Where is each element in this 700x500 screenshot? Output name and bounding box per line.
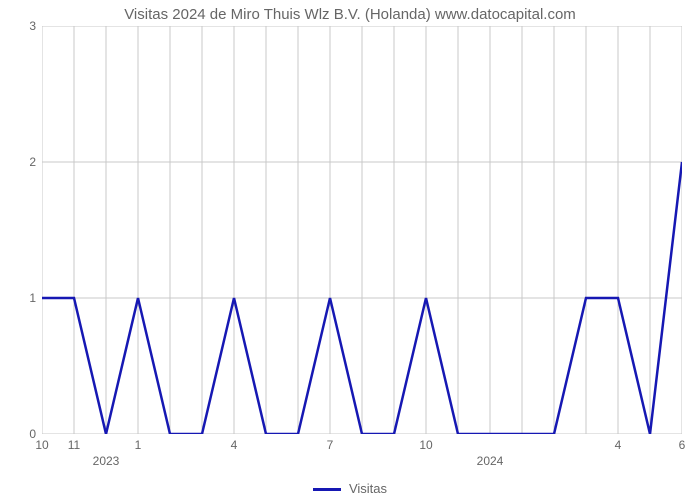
x-tick-label: 7 bbox=[327, 438, 334, 452]
x-tick-label: 1 bbox=[135, 438, 142, 452]
y-tick-label: 3 bbox=[6, 19, 36, 33]
x-tick-label: 4 bbox=[231, 438, 238, 452]
x-tick-label: 6 bbox=[679, 438, 686, 452]
y-tick-label: 0 bbox=[6, 427, 36, 441]
x-tick-label: 10 bbox=[419, 438, 432, 452]
chart-container: Visitas 2024 de Miro Thuis Wlz B.V. (Hol… bbox=[0, 0, 700, 500]
x-tick-label: 4 bbox=[615, 438, 622, 452]
x-tick-label: 10 bbox=[35, 438, 48, 452]
legend-swatch bbox=[313, 488, 341, 491]
y-tick-label: 1 bbox=[6, 291, 36, 305]
plot-area bbox=[42, 26, 682, 434]
x-year-label: 2023 bbox=[93, 454, 120, 468]
chart-title: Visitas 2024 de Miro Thuis Wlz B.V. (Hol… bbox=[0, 6, 700, 23]
x-year-label: 2024 bbox=[477, 454, 504, 468]
legend-label: Visitas bbox=[349, 481, 387, 496]
chart-svg bbox=[42, 26, 682, 434]
y-tick-label: 2 bbox=[6, 155, 36, 169]
legend: Visitas bbox=[0, 481, 700, 496]
x-tick-label: 11 bbox=[68, 438, 80, 452]
